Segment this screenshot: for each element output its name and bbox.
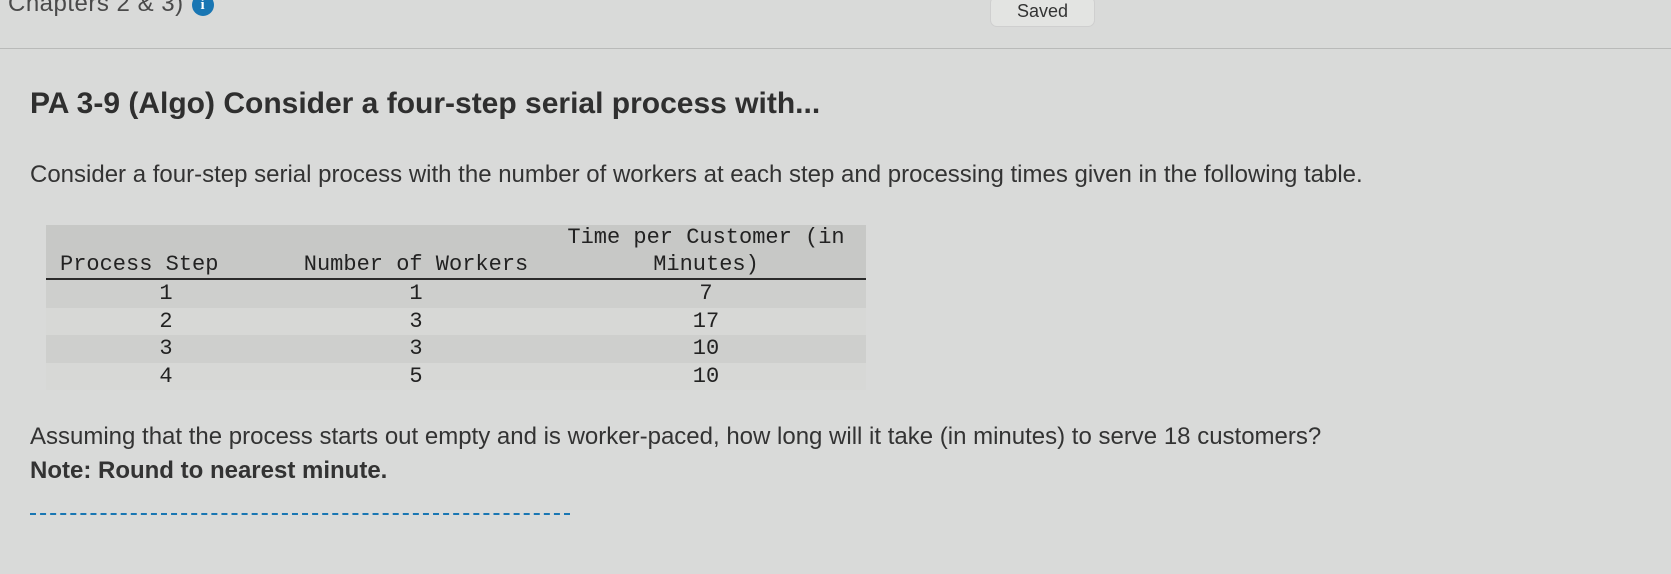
process-table: Process Step Number of Workers Time per …: [46, 225, 866, 390]
table-header-time-line2: Minutes): [653, 252, 759, 277]
cell-workers: 3: [286, 335, 546, 363]
cell-time: 7: [546, 279, 866, 308]
prompt-note: Note: Round to nearest minute.: [30, 457, 387, 484]
table-row: 3 3 10: [46, 335, 866, 363]
table-row: 4 5 10: [46, 363, 866, 391]
cell-time: 10: [546, 335, 866, 363]
cell-step: 1: [46, 279, 286, 308]
question-content: PA 3-9 (Algo) Consider a four-step seria…: [0, 49, 1671, 487]
top-bar: Chapters 2 & 3) i Saved: [0, 0, 1671, 24]
table-header-step: Process Step: [46, 225, 286, 279]
table-header-time: Time per Customer (in Minutes): [546, 225, 866, 279]
chapter-label: Chapters 2 & 3): [8, 0, 184, 18]
info-icon[interactable]: i: [192, 0, 214, 16]
saved-status-pill: Saved: [990, 0, 1095, 27]
cell-time: 10: [546, 363, 866, 391]
question-prompt: Assuming that the process starts out emp…: [30, 420, 1641, 487]
prompt-line1: Assuming that the process starts out emp…: [30, 423, 1321, 450]
cell-workers: 5: [286, 363, 546, 391]
table-row: 1 1 7: [46, 279, 866, 308]
answer-input-underline[interactable]: [30, 513, 570, 515]
cell-workers: 3: [286, 308, 546, 336]
cell-step: 3: [46, 335, 286, 363]
cell-workers: 1: [286, 279, 546, 308]
cell-step: 2: [46, 308, 286, 336]
cell-time: 17: [546, 308, 866, 336]
table-row: 2 3 17: [46, 308, 866, 336]
table-header-workers: Number of Workers: [286, 225, 546, 279]
question-title: PA 3-9 (Algo) Consider a four-step seria…: [30, 87, 1641, 121]
cell-step: 4: [46, 363, 286, 391]
table-header-row: Process Step Number of Workers Time per …: [46, 225, 866, 279]
question-description: Consider a four-step serial process with…: [30, 159, 1641, 191]
table-header-time-line1: Time per Customer (in: [567, 225, 844, 250]
